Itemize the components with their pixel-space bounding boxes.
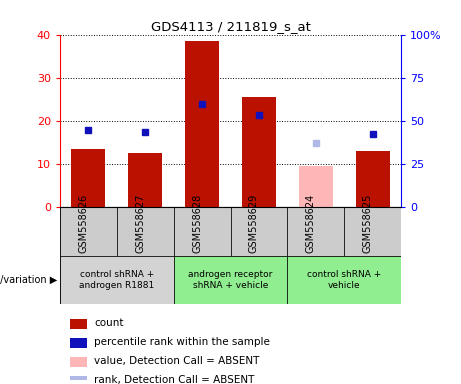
Bar xyxy=(185,41,219,207)
Bar xyxy=(344,207,401,256)
Text: GSM558626: GSM558626 xyxy=(78,194,89,253)
Bar xyxy=(70,319,87,329)
Bar xyxy=(70,358,87,367)
Text: percentile rank within the sample: percentile rank within the sample xyxy=(94,337,270,347)
Bar xyxy=(174,256,287,304)
Text: GSM558629: GSM558629 xyxy=(249,194,259,253)
Bar xyxy=(117,207,174,256)
Bar xyxy=(242,97,276,207)
Bar xyxy=(355,151,390,207)
Bar xyxy=(287,207,344,256)
Bar xyxy=(71,149,106,207)
Bar xyxy=(60,207,117,256)
Text: count: count xyxy=(94,318,124,328)
Text: GSM558628: GSM558628 xyxy=(192,194,202,253)
Bar xyxy=(287,256,401,304)
Text: GSM558625: GSM558625 xyxy=(363,194,372,253)
Bar xyxy=(174,207,230,256)
Bar xyxy=(60,256,174,304)
Text: GSM558627: GSM558627 xyxy=(135,194,145,253)
Text: genotype/variation ▶: genotype/variation ▶ xyxy=(0,275,57,285)
Bar xyxy=(299,166,333,207)
Text: value, Detection Call = ABSENT: value, Detection Call = ABSENT xyxy=(94,356,260,366)
Text: GSM558624: GSM558624 xyxy=(306,194,316,253)
Bar xyxy=(70,338,87,348)
Text: control shRNA +
androgen R1881: control shRNA + androgen R1881 xyxy=(79,270,154,290)
Title: GDS4113 / 211819_s_at: GDS4113 / 211819_s_at xyxy=(151,20,310,33)
Bar xyxy=(70,376,87,384)
Text: control shRNA +
vehicle: control shRNA + vehicle xyxy=(307,270,381,290)
Text: rank, Detection Call = ABSENT: rank, Detection Call = ABSENT xyxy=(94,375,254,384)
Text: androgen receptor
shRNA + vehicle: androgen receptor shRNA + vehicle xyxy=(188,270,273,290)
Bar xyxy=(128,153,162,207)
Bar xyxy=(230,207,287,256)
